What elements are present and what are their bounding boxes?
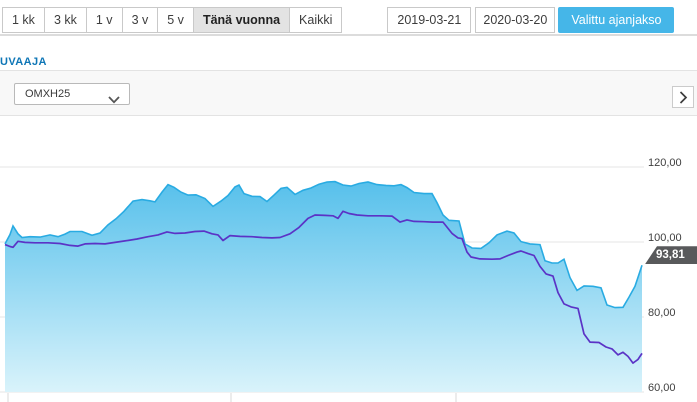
range-button-1-kk[interactable]: 1 kk — [2, 7, 45, 33]
range-button-kaikki[interactable]: Kaikki — [289, 7, 343, 33]
instrument-dropdown[interactable]: OMXH25 — [14, 83, 130, 105]
instrument-selector-panel: OMXH25 — [0, 70, 697, 116]
date-from-input[interactable] — [387, 7, 472, 33]
chevron-down-icon — [108, 91, 120, 104]
y-axis-label-120: 120,00 — [648, 157, 682, 169]
y-axis-label-100: 100,00 — [648, 232, 682, 244]
range-button-5-v[interactable]: 5 v — [157, 7, 194, 33]
instrument-dropdown-value: OMXH25 — [25, 88, 71, 100]
area-series-line — [4, 180, 643, 309]
selected-period-button[interactable]: Valittu ajanjakso — [558, 7, 675, 33]
date-to-input[interactable] — [475, 7, 556, 33]
graph-section-heading: UVAAJA — [0, 56, 47, 68]
next-chart-button[interactable] — [672, 86, 694, 108]
price-comparison-chart[interactable]: 120,00 100,00 80,00 60,00 93,81 — [0, 118, 697, 402]
range-button-1-v[interactable]: 1 v — [85, 7, 123, 33]
chevron-right-icon — [673, 90, 693, 104]
area-series-fill — [5, 181, 642, 392]
comparison-series-line — [4, 210, 643, 364]
chart-svg — [0, 166, 644, 402]
range-button-3-kk[interactable]: 3 kk — [43, 7, 87, 33]
last-value-badge: 93,81 — [645, 246, 697, 265]
range-button-tänä-vuonna[interactable]: Tänä vuonna — [192, 7, 291, 33]
y-axis-label-60: 60,00 — [648, 382, 676, 394]
range-button-3-v[interactable]: 3 v — [121, 7, 159, 33]
y-axis-label-80: 80,00 — [648, 307, 676, 319]
